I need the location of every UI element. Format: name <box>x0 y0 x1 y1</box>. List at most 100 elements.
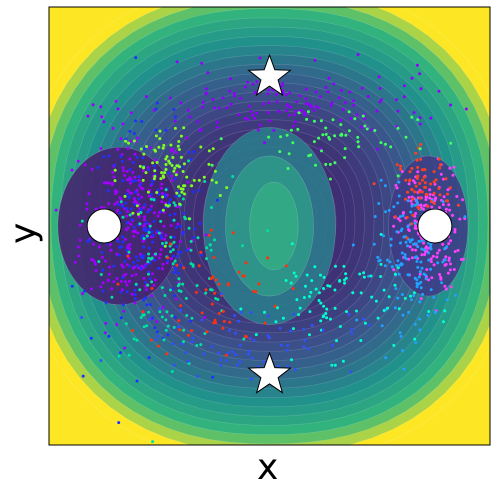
scatter-point <box>112 265 115 268</box>
scatter-point <box>183 193 186 196</box>
scatter-point <box>172 255 175 258</box>
scatter-point <box>104 260 107 263</box>
scatter-point <box>342 360 345 363</box>
scatter-point <box>388 209 391 212</box>
scatter-point <box>414 152 417 155</box>
scatter-point <box>182 198 185 201</box>
scatter-point <box>412 243 415 246</box>
scatter-point <box>220 293 223 296</box>
scatter-point <box>119 211 122 214</box>
scatter-point <box>227 282 230 285</box>
scatter-point <box>198 264 201 267</box>
scatter-point <box>134 191 137 194</box>
scatter-point <box>423 186 426 189</box>
scatter-point <box>330 364 333 367</box>
scatter-point <box>320 149 323 152</box>
scatter-point <box>211 164 214 167</box>
scatter-point <box>453 166 456 169</box>
scatter-point <box>425 268 428 271</box>
scatter-point <box>133 132 136 135</box>
scatter-point <box>178 165 181 168</box>
scatter-point <box>193 150 196 153</box>
scatter-point <box>302 328 305 331</box>
scatter-point <box>166 310 169 313</box>
scatter-point <box>444 177 447 180</box>
scatter-point <box>122 166 125 169</box>
scatter-point <box>425 245 428 248</box>
scatter-point <box>134 297 137 300</box>
scatter-point <box>162 144 165 147</box>
scatter-point <box>214 170 217 173</box>
scatter-point <box>342 265 345 268</box>
scatter-point <box>110 296 113 299</box>
scatter-point <box>374 215 377 218</box>
scatter-point <box>410 205 413 208</box>
scatter-point <box>136 204 139 207</box>
scatter-point <box>315 91 318 94</box>
scatter-point <box>133 140 136 143</box>
scatter-point <box>131 171 134 174</box>
scatter-point <box>410 116 413 119</box>
scatter-point <box>197 189 200 192</box>
scatter-point <box>210 206 213 209</box>
scatter-point <box>182 212 185 215</box>
scatter-point <box>348 313 351 316</box>
scatter-point <box>288 91 291 94</box>
scatter-point <box>130 192 133 195</box>
scatter-point <box>228 329 231 332</box>
scatter-point <box>140 208 143 211</box>
scatter-point <box>420 286 423 289</box>
scatter-point <box>172 170 175 173</box>
scatter-point <box>172 108 175 111</box>
scatter-point <box>444 258 447 261</box>
scatter-point <box>154 279 157 282</box>
scatter-point <box>145 95 148 98</box>
scatter-point <box>415 242 418 245</box>
scatter-point <box>292 327 295 330</box>
scatter-point <box>192 190 195 193</box>
scatter-point <box>161 192 164 195</box>
scatter-point <box>135 273 138 276</box>
scatter-point <box>294 368 297 371</box>
scatter-point <box>414 249 417 252</box>
scatter-point <box>211 376 214 379</box>
scatter-point <box>176 223 179 226</box>
scatter-point <box>289 106 292 109</box>
scatter-point <box>358 273 361 276</box>
scatter-point <box>135 283 138 286</box>
scatter-point <box>237 320 240 323</box>
scatter-point <box>425 193 428 196</box>
scatter-point <box>110 287 113 290</box>
scatter-point <box>190 329 193 332</box>
scatter-point <box>379 141 382 144</box>
scatter-point <box>151 241 154 244</box>
scatter-point <box>150 258 153 261</box>
scatter-point <box>153 175 156 178</box>
scatter-point <box>150 205 153 208</box>
scatter-point <box>116 148 119 151</box>
scatter-point <box>377 317 380 320</box>
scatter-point <box>424 198 427 201</box>
scatter-point <box>145 221 148 224</box>
scatter-point <box>438 206 441 209</box>
scatter-point <box>234 353 237 356</box>
scatter-point <box>137 193 140 196</box>
scatter-point <box>164 318 167 321</box>
scatter-point <box>131 180 134 183</box>
scatter-point <box>205 92 208 95</box>
scatter-point <box>120 200 123 203</box>
scatter-point <box>108 273 111 276</box>
scatter-point <box>205 246 208 249</box>
scatter-point <box>219 194 222 197</box>
scatter-point <box>267 314 270 317</box>
scatter-point <box>405 241 408 244</box>
scatter-point <box>296 128 299 131</box>
scatter-point <box>198 179 201 182</box>
scatter-point <box>267 111 270 114</box>
scatter-point <box>426 205 429 208</box>
scatter-point <box>447 242 450 245</box>
scatter-point <box>441 261 444 264</box>
scatter-point <box>141 156 144 159</box>
scatter-point <box>182 170 185 173</box>
scatter-point <box>457 204 460 207</box>
